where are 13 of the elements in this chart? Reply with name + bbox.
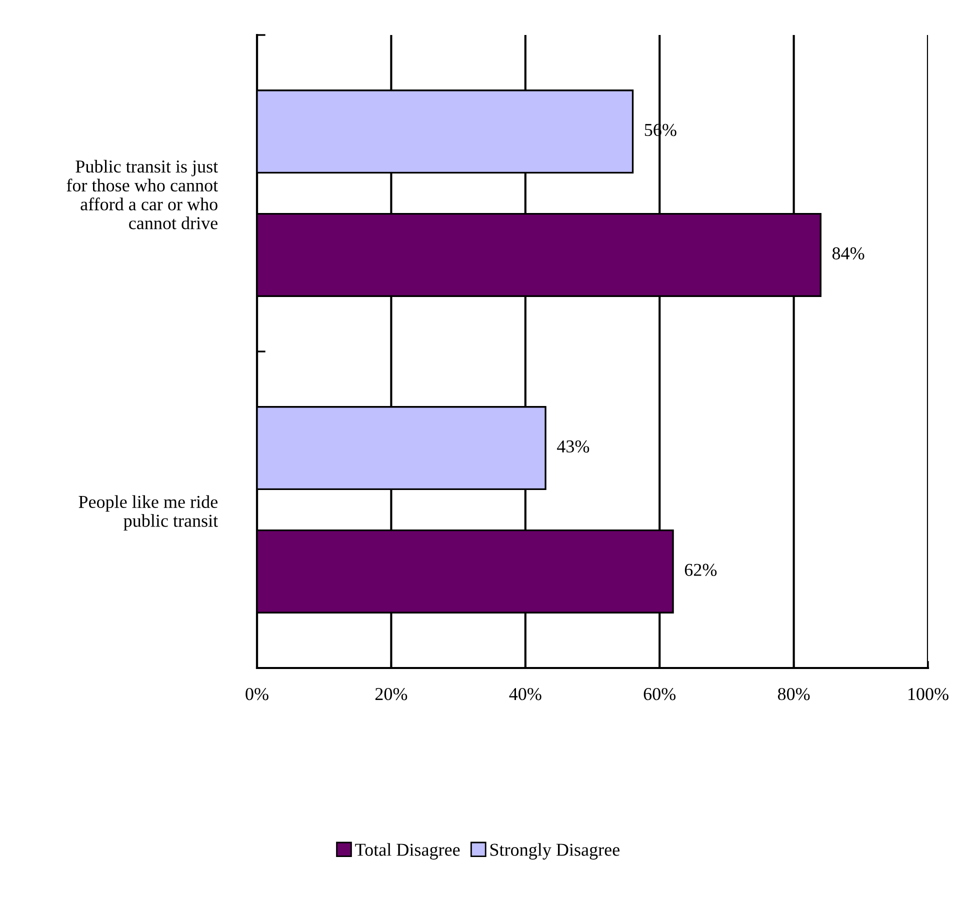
data-label: 43%: [556, 440, 590, 453]
data-label: 84%: [832, 247, 864, 260]
x-tick-label: 0%: [246, 688, 268, 700]
x-tick-label: 80%: [778, 688, 810, 700]
x-tick-label: 100%: [908, 688, 948, 700]
legend-label: Total Disagree: [355, 843, 460, 860]
data-label: 62%: [684, 564, 717, 576]
x-tick-label: 60%: [644, 688, 676, 700]
x-tick-label: 20%: [375, 688, 408, 700]
y-tick-label: People like me ride public transit: [78, 495, 218, 531]
x-tick-label: 40%: [509, 688, 542, 700]
y-tick-label: Public transit is just for those who cannot afford a car or who cannot drive: [66, 160, 218, 230]
legend-label: Strongly Disagree: [490, 843, 620, 860]
